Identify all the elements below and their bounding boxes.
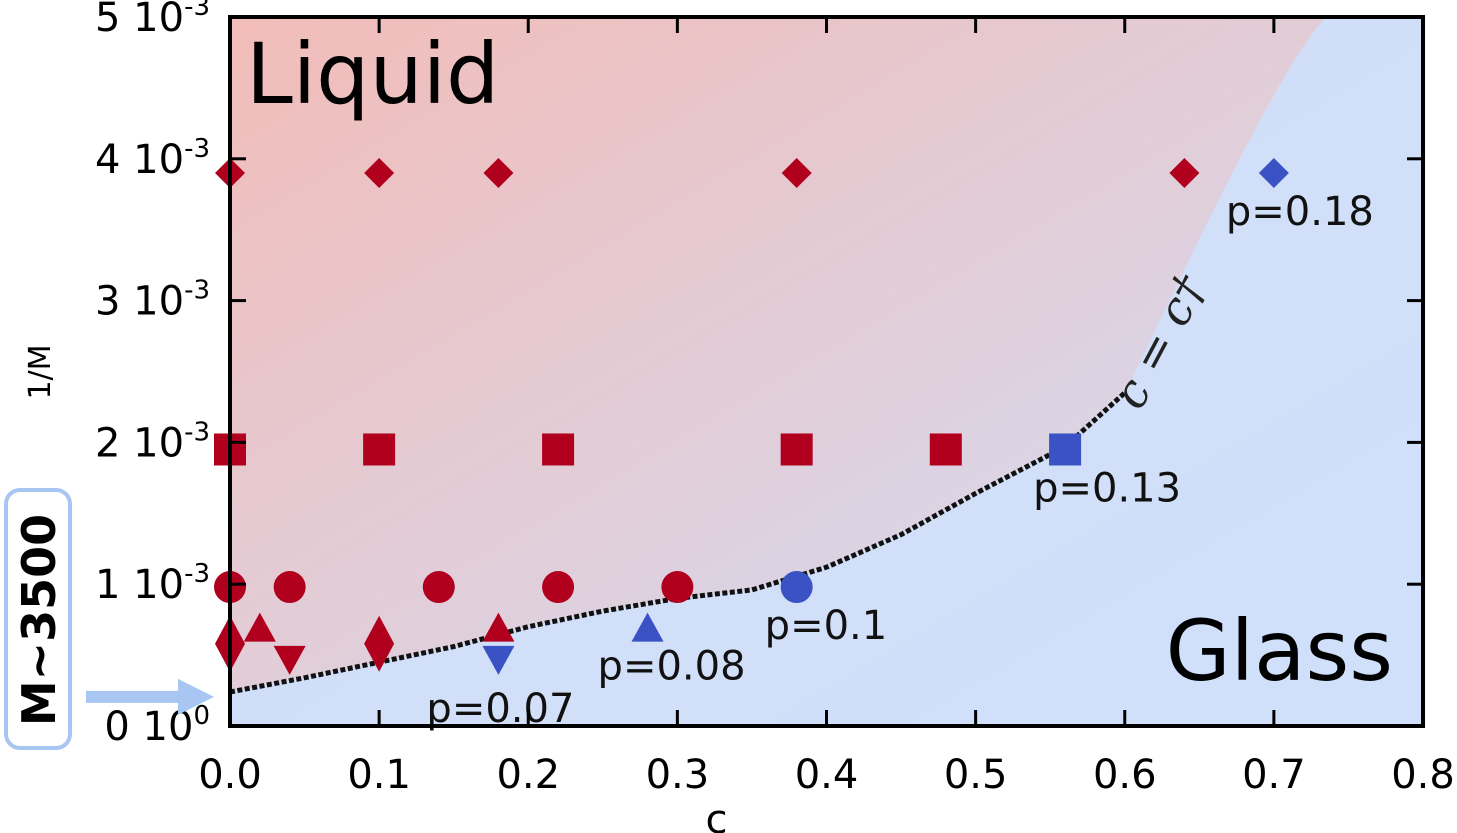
y-tick-label-5: 5 10-3	[95, 0, 210, 41]
data-point-liquid-circle-3	[542, 571, 575, 604]
y-tick-label-4: 4 10-3	[95, 134, 210, 183]
x-axis-title: c	[706, 797, 728, 833]
glass-label: Glass	[1166, 602, 1393, 700]
callout-text: M~3500	[12, 514, 66, 726]
annotation-label-3: p=0.08	[598, 644, 746, 690]
data-point-glass-triangle-up-0	[631, 612, 664, 642]
data-point-liquid-diamond-4	[1169, 157, 1200, 188]
x-tick-label-4: 0.4	[795, 752, 859, 798]
data-point-liquid-triangle-up-0	[243, 612, 276, 642]
x-tick-label-5: 0.5	[944, 752, 1008, 798]
y-axis-title: 1/M	[23, 344, 58, 399]
callout-arrow	[86, 678, 214, 715]
annotation-label-1: p=0.13	[1033, 465, 1181, 511]
data-point-liquid-circle-4	[661, 571, 694, 604]
x-tick-label-1: 0.1	[347, 752, 411, 798]
data-point-liquid-square-1	[363, 433, 396, 466]
data-point-glass-square-0	[1049, 433, 1082, 466]
data-point-liquid-circle-1	[273, 571, 306, 604]
liquid-label: Liquid	[246, 25, 499, 123]
data-point-glass-triangle-down-0	[482, 645, 515, 675]
data-point-glass-circle-0	[780, 571, 813, 604]
y-tick-label-1: 1 10-3	[95, 559, 210, 608]
callout-badge	[4, 488, 72, 750]
annotation-label-2: p=0.1	[765, 603, 888, 649]
data-point-liquid-diamond-1	[364, 157, 395, 188]
annotation-label-0: p=0.18	[1226, 189, 1374, 235]
data-point-liquid-diamond-3	[781, 157, 812, 188]
data-point-liquid-square-2	[542, 433, 575, 466]
data-point-liquid-square-3	[780, 433, 813, 466]
data-point-liquid-square-4	[929, 433, 962, 466]
data-point-liquid-triangle-down-0	[273, 645, 306, 675]
x-tick-label-7: 0.7	[1242, 752, 1306, 798]
data-point-liquid-circle-2	[422, 571, 455, 604]
y-tick-label-0: 0 100	[104, 701, 210, 750]
x-tick-label-8: 0.8	[1391, 752, 1455, 798]
y-tick-label-3: 3 10-3	[95, 276, 210, 325]
glass-region-background	[230, 17, 1423, 726]
data-point-liquid-thin-diamond-1	[364, 615, 395, 672]
x-tick-label-6: 0.6	[1093, 752, 1157, 798]
x-tick-label-3: 0.3	[646, 752, 710, 798]
x-tick-label-2: 0.2	[496, 752, 560, 798]
data-point-glass-diamond-0	[1258, 157, 1289, 188]
data-point-liquid-triangle-up-1	[482, 612, 515, 642]
y-tick-label-2: 2 10-3	[95, 417, 210, 466]
x-tick-label-0: 0.0	[198, 752, 262, 798]
data-point-liquid-diamond-2	[483, 157, 514, 188]
